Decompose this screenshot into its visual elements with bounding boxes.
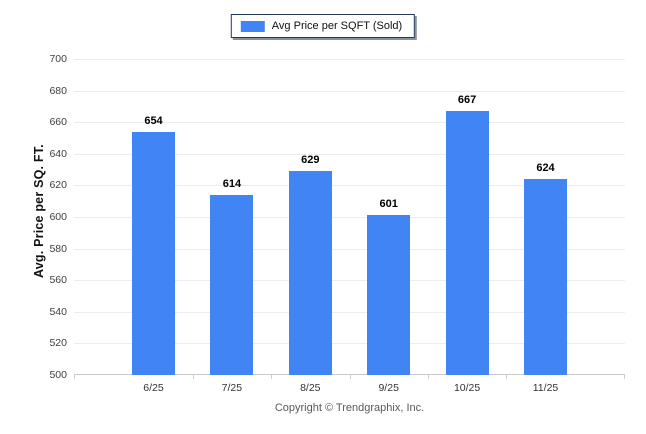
x-axis-tick xyxy=(74,375,75,379)
x-axis-line xyxy=(74,374,625,375)
gridline xyxy=(74,90,625,92)
bar-value-label: 601 xyxy=(379,198,398,211)
bar-value-label: 629 xyxy=(301,154,320,167)
x-axis-tick xyxy=(349,375,351,379)
x-axis-tick xyxy=(271,375,273,379)
bar-value-label: 624 xyxy=(536,162,555,174)
gridline xyxy=(74,153,625,155)
y-tick-label: 700 xyxy=(49,52,67,65)
bar-value-label: 654 xyxy=(144,114,163,127)
gridline xyxy=(74,185,625,187)
bar[interactable] xyxy=(445,111,489,375)
legend-swatch-icon xyxy=(240,20,265,32)
copyright-text: Copyright © Trendgraphix, Inc. xyxy=(274,402,425,414)
y-tick-label: 580 xyxy=(49,242,67,255)
y-tick-label: 520 xyxy=(49,337,67,350)
gridline xyxy=(74,248,625,250)
legend-label: Avg Price per SQFT (Sold) xyxy=(271,20,403,32)
gridline xyxy=(74,311,625,313)
legend[interactable]: Avg Price per SQFT (Sold) xyxy=(230,14,416,38)
gridline xyxy=(74,217,625,218)
bar[interactable] xyxy=(367,215,411,375)
y-tick-label: 620 xyxy=(49,179,67,192)
bar[interactable] xyxy=(210,194,254,375)
y-axis-title: Avg. Price per SQ. FT. xyxy=(32,144,46,278)
x-tick-label: 9/25 xyxy=(378,382,399,394)
gridline xyxy=(74,343,625,345)
y-tick-label: 600 xyxy=(49,210,67,223)
x-axis-tick xyxy=(624,375,625,379)
x-tick-label: 11/25 xyxy=(532,382,559,394)
bar-value-label: 614 xyxy=(222,177,242,190)
bar[interactable] xyxy=(524,179,567,375)
x-tick-label: 6/25 xyxy=(143,382,164,394)
bar-value-label: 667 xyxy=(457,94,477,107)
plot-area: 500 520 540 560 580 600 620 640 660 680 700 654 6/25… xyxy=(49,54,625,393)
y-tick-label: 680 xyxy=(49,84,67,97)
y-tick-label: 660 xyxy=(49,115,67,128)
y-tick-label: 540 xyxy=(49,305,67,318)
x-tick-label: 8/25 xyxy=(300,382,321,394)
gridline xyxy=(74,122,625,124)
gridline xyxy=(74,280,625,282)
x-axis-tick xyxy=(192,375,194,379)
y-tick-label: 500 xyxy=(49,368,67,381)
y-tick-label: 640 xyxy=(49,147,67,160)
bar[interactable] xyxy=(288,171,332,375)
gridline xyxy=(74,59,625,60)
x-axis-tick xyxy=(506,375,508,379)
x-tick-label: 7/25 xyxy=(221,382,243,394)
bar[interactable] xyxy=(132,131,175,375)
x-axis-tick xyxy=(427,375,429,379)
x-tick-label: 10/25 xyxy=(453,382,481,394)
y-tick-label: 560 xyxy=(49,273,67,286)
